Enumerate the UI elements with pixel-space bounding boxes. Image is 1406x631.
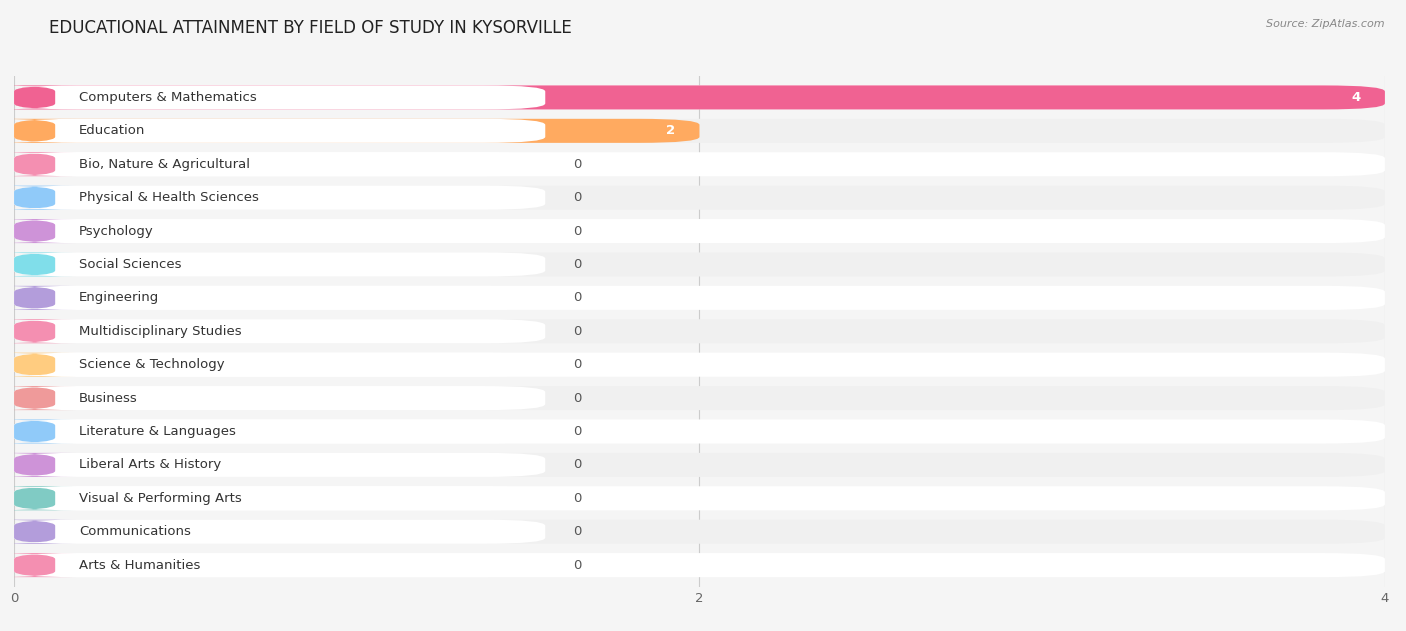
Text: Liberal Arts & History: Liberal Arts & History <box>79 458 221 471</box>
FancyBboxPatch shape <box>14 252 1385 276</box>
FancyBboxPatch shape <box>14 186 546 209</box>
FancyBboxPatch shape <box>14 420 1385 444</box>
Text: Communications: Communications <box>79 525 191 538</box>
FancyBboxPatch shape <box>14 186 1385 209</box>
FancyBboxPatch shape <box>14 353 1385 377</box>
FancyBboxPatch shape <box>0 119 76 143</box>
FancyBboxPatch shape <box>0 420 76 444</box>
FancyBboxPatch shape <box>0 386 76 410</box>
Text: 0: 0 <box>572 458 581 471</box>
FancyBboxPatch shape <box>14 85 1385 109</box>
FancyBboxPatch shape <box>14 553 1385 577</box>
Text: Computers & Mathematics: Computers & Mathematics <box>79 91 257 104</box>
FancyBboxPatch shape <box>0 85 76 109</box>
Text: Social Sciences: Social Sciences <box>79 258 181 271</box>
FancyBboxPatch shape <box>14 353 546 377</box>
Text: Source: ZipAtlas.com: Source: ZipAtlas.com <box>1267 19 1385 29</box>
FancyBboxPatch shape <box>14 453 1385 477</box>
FancyBboxPatch shape <box>0 487 76 510</box>
Text: Education: Education <box>79 124 146 138</box>
FancyBboxPatch shape <box>14 487 1385 510</box>
FancyBboxPatch shape <box>14 152 546 176</box>
Text: Engineering: Engineering <box>79 292 159 304</box>
FancyBboxPatch shape <box>0 186 76 209</box>
Text: 0: 0 <box>572 392 581 404</box>
Text: 0: 0 <box>572 325 581 338</box>
Text: Visual & Performing Arts: Visual & Performing Arts <box>79 492 242 505</box>
FancyBboxPatch shape <box>14 520 546 544</box>
FancyBboxPatch shape <box>14 386 546 410</box>
FancyBboxPatch shape <box>14 553 546 577</box>
Text: 0: 0 <box>572 225 581 237</box>
FancyBboxPatch shape <box>0 252 76 276</box>
FancyBboxPatch shape <box>14 119 700 143</box>
FancyBboxPatch shape <box>14 219 1385 243</box>
Text: Business: Business <box>79 392 138 404</box>
Text: 0: 0 <box>572 158 581 171</box>
FancyBboxPatch shape <box>0 286 76 310</box>
Text: 0: 0 <box>572 258 581 271</box>
FancyBboxPatch shape <box>0 319 76 343</box>
Text: Arts & Humanities: Arts & Humanities <box>79 558 201 572</box>
Text: 0: 0 <box>572 191 581 204</box>
FancyBboxPatch shape <box>0 219 76 243</box>
FancyBboxPatch shape <box>0 152 76 176</box>
Text: Science & Technology: Science & Technology <box>79 358 225 371</box>
Text: Psychology: Psychology <box>79 225 153 237</box>
FancyBboxPatch shape <box>14 119 546 143</box>
Text: 0: 0 <box>572 492 581 505</box>
FancyBboxPatch shape <box>14 319 546 343</box>
FancyBboxPatch shape <box>14 286 1385 310</box>
FancyBboxPatch shape <box>14 386 1385 410</box>
FancyBboxPatch shape <box>14 219 546 243</box>
Text: 0: 0 <box>572 358 581 371</box>
Text: 4: 4 <box>1351 91 1361 104</box>
FancyBboxPatch shape <box>14 152 1385 176</box>
Text: Physical & Health Sciences: Physical & Health Sciences <box>79 191 259 204</box>
FancyBboxPatch shape <box>14 487 546 510</box>
Text: Literature & Languages: Literature & Languages <box>79 425 236 438</box>
Text: 2: 2 <box>666 124 675 138</box>
FancyBboxPatch shape <box>0 553 76 577</box>
FancyBboxPatch shape <box>14 85 1385 109</box>
FancyBboxPatch shape <box>14 85 546 109</box>
Text: EDUCATIONAL ATTAINMENT BY FIELD OF STUDY IN KYSORVILLE: EDUCATIONAL ATTAINMENT BY FIELD OF STUDY… <box>49 19 572 37</box>
FancyBboxPatch shape <box>14 286 546 310</box>
FancyBboxPatch shape <box>14 420 546 444</box>
FancyBboxPatch shape <box>14 520 1385 544</box>
FancyBboxPatch shape <box>0 453 76 477</box>
FancyBboxPatch shape <box>14 453 546 477</box>
Text: 0: 0 <box>572 425 581 438</box>
Text: Bio, Nature & Agricultural: Bio, Nature & Agricultural <box>79 158 250 171</box>
FancyBboxPatch shape <box>0 353 76 377</box>
Text: 0: 0 <box>572 292 581 304</box>
FancyBboxPatch shape <box>14 119 1385 143</box>
Text: 0: 0 <box>572 558 581 572</box>
FancyBboxPatch shape <box>0 520 76 544</box>
Text: Multidisciplinary Studies: Multidisciplinary Studies <box>79 325 242 338</box>
Text: 0: 0 <box>572 525 581 538</box>
FancyBboxPatch shape <box>14 319 1385 343</box>
FancyBboxPatch shape <box>14 252 546 276</box>
